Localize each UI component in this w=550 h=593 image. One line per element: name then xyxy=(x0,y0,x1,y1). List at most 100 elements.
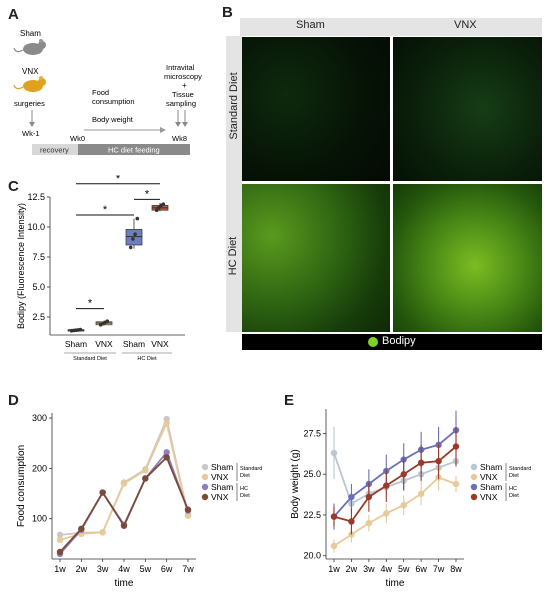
label-wk0: Wk0 xyxy=(70,134,85,143)
series-point xyxy=(78,525,85,532)
series-point xyxy=(163,419,170,427)
label-recovery: recovery xyxy=(40,146,69,155)
x-tick-label: 4w xyxy=(381,564,393,574)
legend-marker xyxy=(470,483,478,491)
box-point xyxy=(157,206,161,210)
label-wk-minus1: Wk-1 xyxy=(22,129,40,138)
legend-group-hc-2: Diet xyxy=(240,493,250,499)
x-tick-label: 8w xyxy=(450,564,462,574)
x-tick-label: 7w xyxy=(433,564,445,574)
series-point xyxy=(330,449,338,457)
x-tick-label: 4w xyxy=(118,564,130,574)
series-point xyxy=(400,471,407,478)
box-body xyxy=(125,229,143,246)
row-header-hc-diet: HC Diet xyxy=(227,236,239,276)
box-point xyxy=(133,232,137,236)
y-axis-label: Body weight (g) xyxy=(290,449,301,518)
legend-label: VNX xyxy=(480,472,498,482)
series-point xyxy=(400,501,407,509)
group-label-hc: HC Diet xyxy=(137,356,157,362)
box-point xyxy=(131,237,135,241)
box-point xyxy=(154,208,159,212)
legend-marker xyxy=(201,483,209,491)
x-tick-label: 2w xyxy=(76,564,88,574)
legend-marker xyxy=(470,473,478,481)
legend-marker xyxy=(201,463,209,471)
y-tick-label: 5.0 xyxy=(32,282,45,292)
x-tick-label: 3w xyxy=(363,564,375,574)
series-point xyxy=(56,548,64,556)
panel-b-sidebar xyxy=(226,36,242,332)
panel-letter-c: C xyxy=(8,178,19,195)
y-tick-label: 25.0 xyxy=(303,469,321,479)
label-hc-feeding: HC diet feeding xyxy=(108,146,160,155)
x-tick-label: 3w xyxy=(97,564,109,574)
legend-group-standard-1: Standard xyxy=(509,466,531,472)
chart-e-bodyweight: 20.0 22.5 25.0 27.5 1w 2w 3w 4w 5w 6w 7w 8w time Body… xyxy=(290,409,531,589)
label-tissue-2: sampling xyxy=(166,99,196,108)
y-tick-label: 20.0 xyxy=(303,551,321,561)
y-axis-label: Bodipy (Fluorescence Intensity) xyxy=(16,203,26,329)
group-label-standard: Standard Diet xyxy=(73,356,107,362)
legend-marker xyxy=(201,493,209,501)
chart-d-food: 100 200 300 1w 2w 3w 4w 5w 6w 7w time Food consumpt… xyxy=(16,413,262,589)
series-point xyxy=(330,513,338,520)
bodipy-dot-icon xyxy=(368,337,378,347)
panel-a-timeline: Sham VNX surgeries Wk-1 Food consumption… xyxy=(13,29,202,155)
label-plus: + xyxy=(182,81,187,90)
sig-star: * xyxy=(88,298,93,310)
y-tick-label: 12.5 xyxy=(27,192,45,202)
y-tick-label: 100 xyxy=(32,514,47,524)
series-point xyxy=(184,512,192,519)
sig-star: * xyxy=(145,188,150,200)
series-point xyxy=(120,522,128,529)
panel-letter-d: D xyxy=(8,392,19,409)
legend-marker xyxy=(470,493,478,501)
series-point xyxy=(383,510,390,517)
series-point xyxy=(120,480,128,487)
series-point xyxy=(348,531,355,538)
y-tick-label: 22.5 xyxy=(303,510,321,520)
legend-group-standard-2: Diet xyxy=(509,473,519,479)
series-point xyxy=(452,480,460,488)
sig-star: * xyxy=(116,175,121,185)
y-tick-label: 300 xyxy=(32,413,47,423)
series-point xyxy=(142,467,149,474)
x-tick-label: Sham xyxy=(123,339,145,349)
micrograph-hc-sham xyxy=(242,184,390,332)
label-food-1: Food xyxy=(92,88,109,97)
series-point xyxy=(417,490,425,497)
label-intravital-2: microscopy xyxy=(164,72,202,81)
label-body-weight: Body weight xyxy=(92,115,134,124)
x-tick-label: 5w xyxy=(398,564,410,574)
legend-group-hc-1: HC xyxy=(509,486,517,492)
label-wk8: Wk8 xyxy=(172,134,187,143)
box-point xyxy=(128,245,133,250)
series-point xyxy=(452,443,460,450)
y-tick-label: 7.5 xyxy=(32,252,45,262)
series-point xyxy=(348,518,355,525)
series-point xyxy=(99,489,106,496)
series-point xyxy=(365,519,373,527)
mouse-sham-icon xyxy=(13,39,46,55)
series-line xyxy=(333,476,457,547)
panel-letter-a: A xyxy=(8,6,19,23)
series-point xyxy=(163,449,170,456)
box-point xyxy=(135,216,140,221)
label-food-2: consumption xyxy=(92,97,135,106)
micrograph-standard-vnx xyxy=(393,37,542,181)
series-point xyxy=(417,459,425,467)
x-tick-label: 2w xyxy=(346,564,358,574)
label-intravital-1: Intravital xyxy=(166,63,195,72)
column-header-sham: Sham xyxy=(296,19,325,31)
x-tick-label: 6w xyxy=(161,564,173,574)
row-header-standard-diet: Standard Diet xyxy=(228,72,240,140)
label-sham: Sham xyxy=(20,29,41,38)
legend-label: VNX xyxy=(480,492,498,502)
x-tick-label: 7w xyxy=(182,564,194,574)
series-point xyxy=(435,457,442,465)
legend-group-standard-1: Standard xyxy=(240,466,262,472)
box-point xyxy=(161,202,166,206)
y-tick-label: 27.5 xyxy=(303,428,321,438)
legend-label: Sham xyxy=(211,462,233,472)
